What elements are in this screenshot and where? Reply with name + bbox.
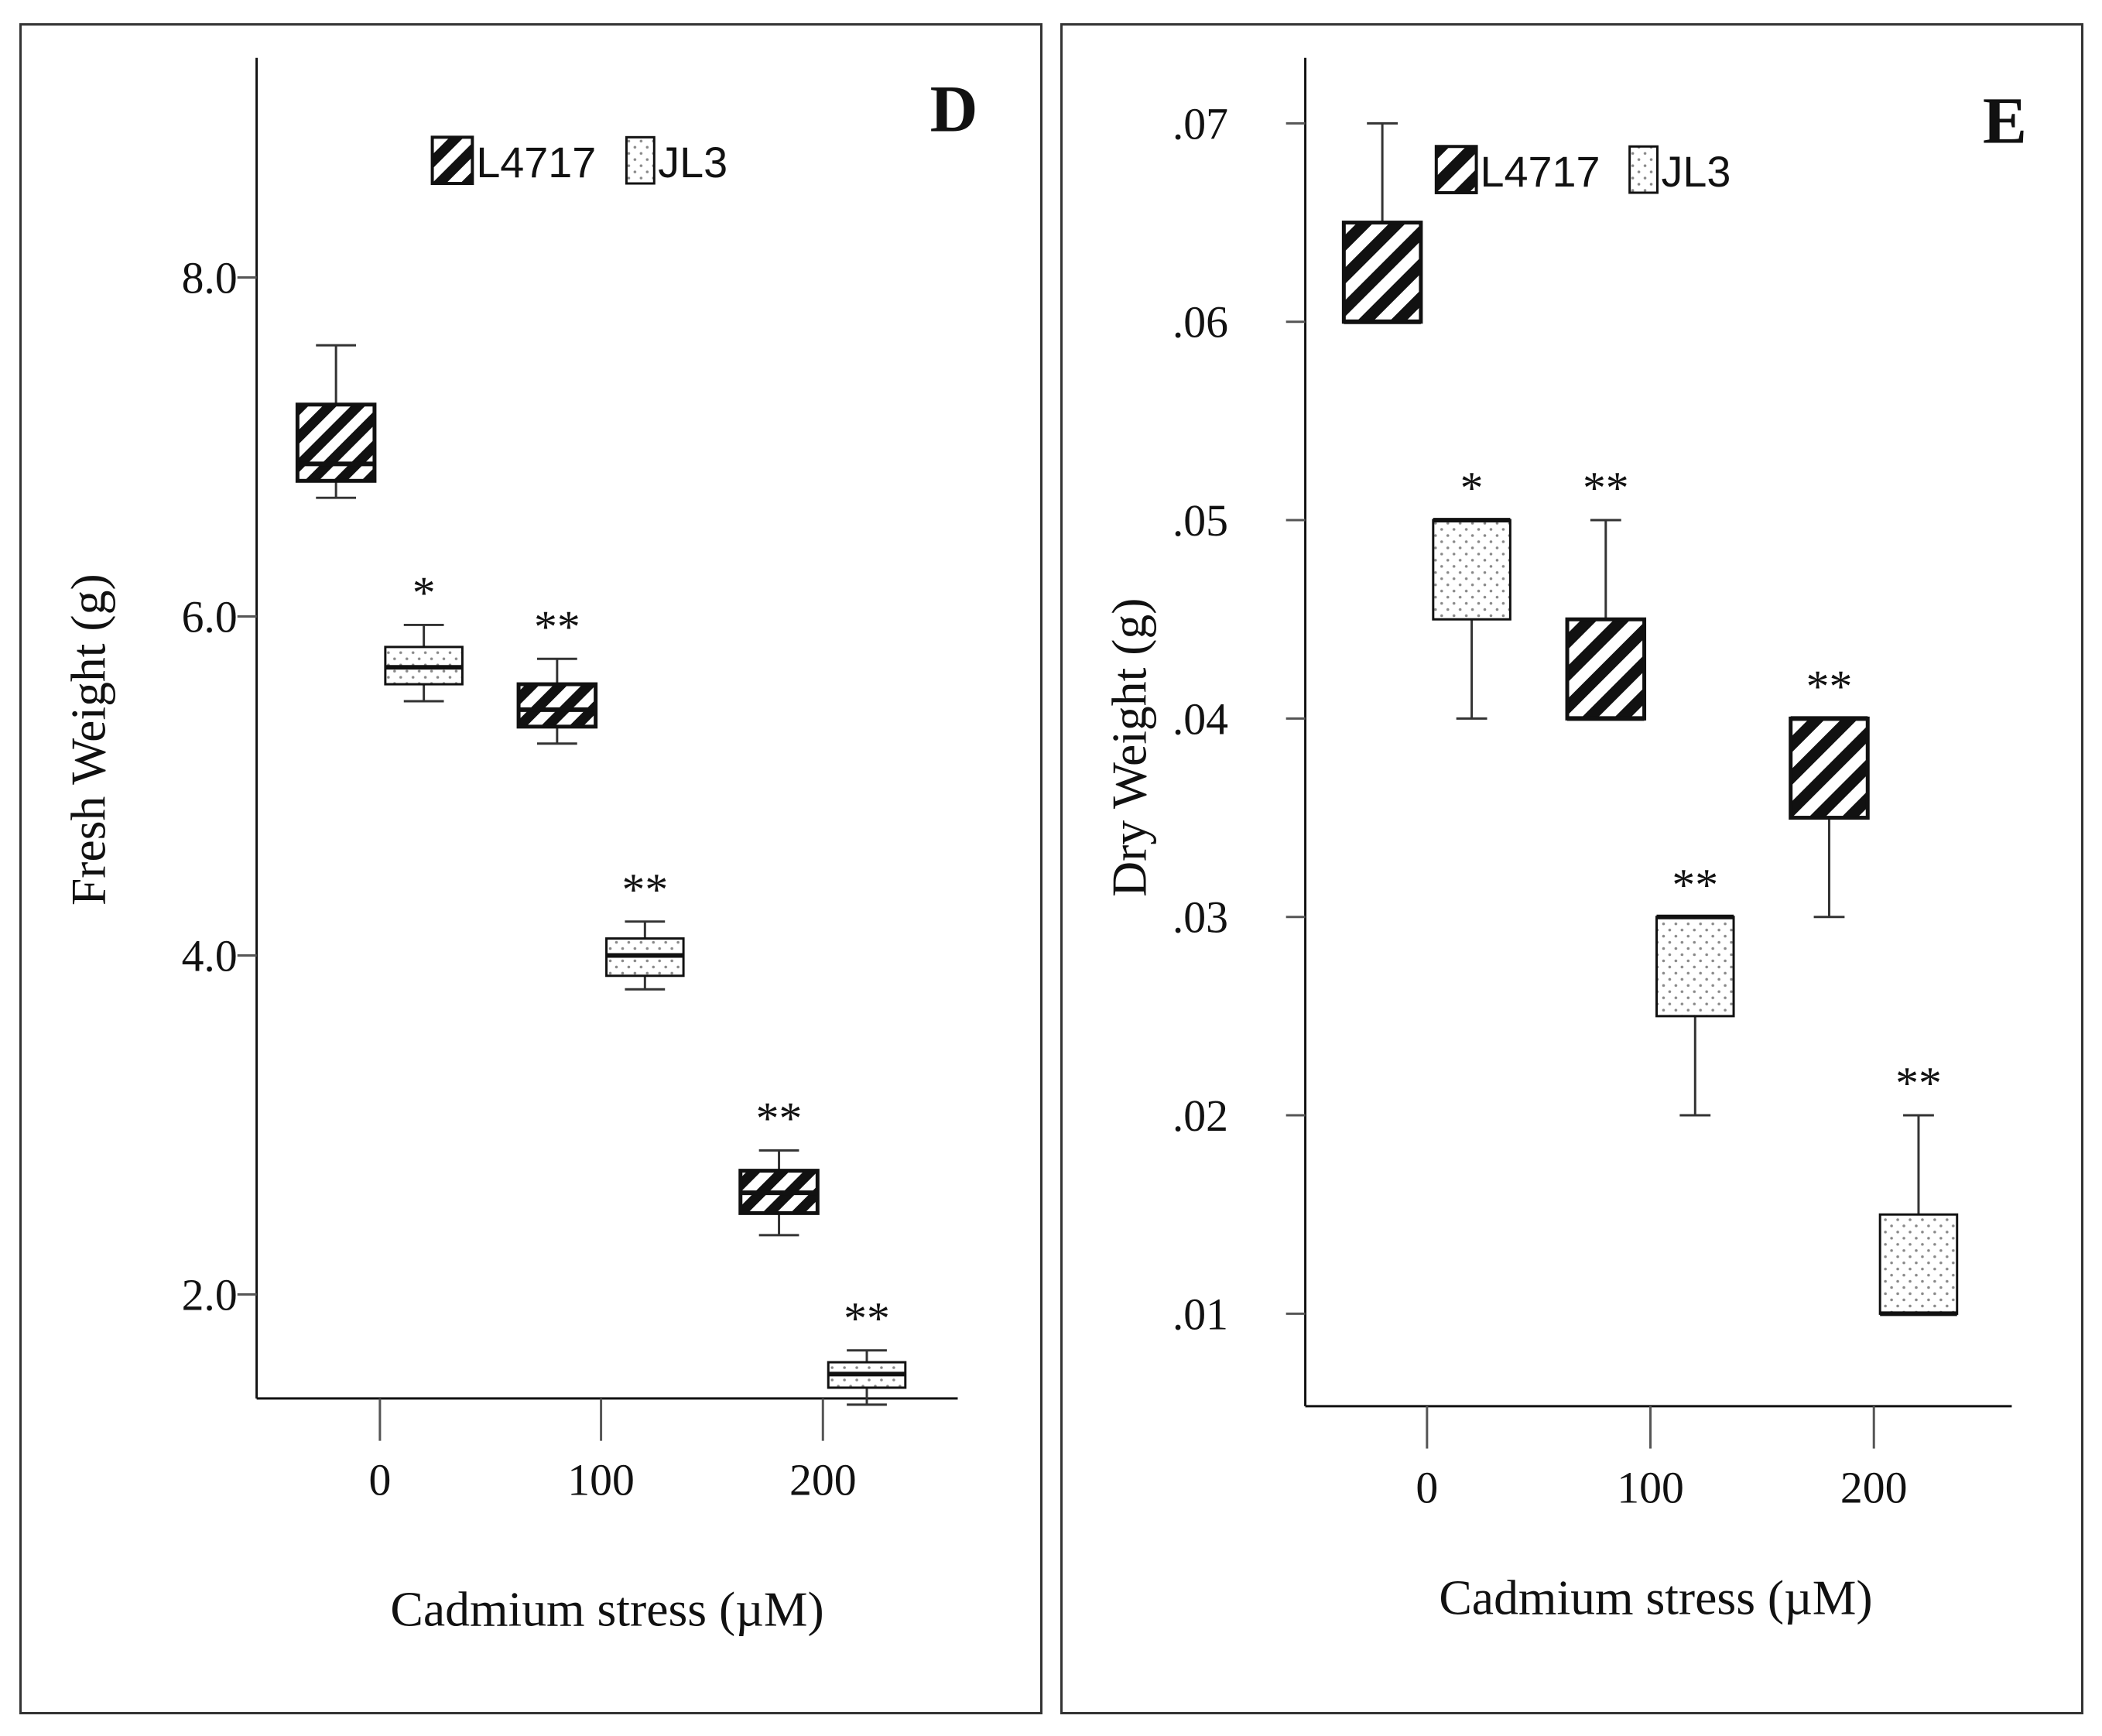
x-ticks: 0 100 200 — [1416, 1406, 1908, 1512]
y-tick-label: 4.0 — [182, 932, 238, 981]
y-tick-label: .01 — [1173, 1290, 1228, 1339]
box-body — [1878, 1213, 1959, 1315]
significance-label: * — [413, 567, 436, 618]
y-tick-label: 2.0 — [182, 1271, 238, 1320]
box-body — [295, 402, 377, 483]
chart-fresh-weight: 2.04.06.08.0 0 100 200 ********* Fresh Wei… — [61, 57, 978, 1637]
x-tick-label: 100 — [1617, 1464, 1684, 1512]
box-body — [516, 682, 598, 729]
legend-swatch-l4717 — [430, 135, 474, 186]
y-ticks: 2.0 4.0 6.0 8.0 — [182, 254, 257, 1320]
y-axis-title: Fresh Weight (g) — [61, 574, 116, 906]
legend-label-jl3: JL3 — [658, 139, 727, 187]
box-jl3-0: * — [384, 567, 464, 703]
panel-d: 2.0 4.0 6.0 8.0 0 100 200 ** ** * ** ** Fresh Wei… — [19, 23, 1042, 1714]
x-tick-label: 100 — [567, 1456, 635, 1505]
y-tick-label: .05 — [1173, 497, 1228, 546]
legend-swatch-jl3 — [1628, 145, 1659, 194]
significance-label: ** — [844, 1293, 890, 1344]
x-axis-title: Cadmium stress (µM) — [390, 1582, 823, 1637]
legend-label-l4717: L4717 — [1481, 148, 1600, 196]
box-jl3-0: * — [1432, 462, 1511, 720]
x-tick-label: 0 — [368, 1456, 391, 1505]
legend: L4717 JL3 — [430, 135, 727, 187]
box-l4717-200: ** — [738, 1092, 820, 1237]
legend-label-l4717: L4717 — [476, 139, 596, 187]
box-l4717-0 — [295, 344, 377, 499]
box-groups: ********* — [1341, 122, 1959, 1317]
y-tick-label: .02 — [1173, 1092, 1228, 1141]
box-body — [1655, 916, 1735, 1018]
x-tick-label: 0 — [1416, 1464, 1438, 1512]
y-axis-title: Dry Weight (g) — [1102, 598, 1157, 897]
box-body — [1432, 519, 1511, 621]
y-tick-label: .03 — [1173, 894, 1228, 943]
y-tick-label: 8.0 — [182, 254, 238, 303]
x-tick-label: 200 — [789, 1456, 857, 1505]
box-jl3-100: ** — [1655, 859, 1735, 1117]
x-tick-label: 200 — [1840, 1464, 1908, 1512]
legend-swatch-jl3 — [625, 135, 656, 185]
significance-label: ** — [1583, 462, 1629, 513]
box-groups: ********* — [295, 344, 907, 1406]
y-ticks: .01 .02 .03 .04 .05 .06 .07 — [1173, 100, 1306, 1339]
box-jl3-100: ** — [605, 864, 685, 991]
box-l4717-100: ** — [516, 601, 598, 745]
box-jl3-200: ** — [827, 1293, 907, 1406]
legend-swatch-l4717 — [1434, 145, 1478, 194]
y-tick-label: .06 — [1173, 299, 1228, 348]
x-ticks: 0 100 200 — [368, 1398, 857, 1505]
significance-label: ** — [534, 601, 580, 652]
chart-dry-weight: .01.02.03.04.05.06.07 0 100 200 ********* … — [1102, 57, 2027, 1625]
box-l4717-0 — [1341, 122, 1423, 324]
panel-e: .01.02.03.04.05.06.07 0 100 200 ** ** * ** ** … — [1060, 23, 2083, 1714]
y-tick-label: .07 — [1173, 100, 1228, 149]
box-l4717-100: ** — [1565, 462, 1647, 721]
box-l4717-200: ** — [1789, 660, 1870, 919]
significance-label: ** — [621, 864, 668, 915]
y-tick-label: .04 — [1173, 695, 1228, 744]
significance-label: * — [1460, 462, 1484, 513]
panel-label: E — [1983, 84, 2027, 157]
legend-label-jl3: JL3 — [1661, 148, 1731, 196]
significance-label: ** — [756, 1092, 803, 1143]
significance-label: ** — [1806, 660, 1853, 711]
legend: L4717 JL3 — [1434, 145, 1731, 196]
box-body — [1789, 716, 1870, 820]
x-axis-title: Cadmium stress (µM) — [1439, 1570, 1872, 1625]
box-body — [1565, 617, 1647, 721]
significance-label: ** — [1895, 1057, 1942, 1108]
y-tick-label: 6.0 — [182, 593, 238, 642]
panel-label: D — [930, 72, 978, 146]
box-jl3-200: ** — [1878, 1057, 1959, 1317]
significance-label: ** — [1672, 859, 1718, 910]
box-body — [1341, 221, 1423, 324]
